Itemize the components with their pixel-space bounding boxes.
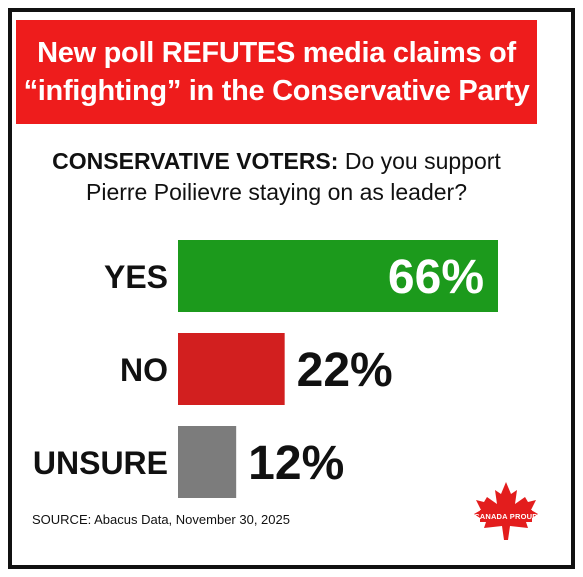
bar-no — [178, 333, 285, 405]
question-prefix: CONSERVATIVE VOTERS: — [52, 148, 339, 174]
value-label-unsure: 12% — [248, 437, 344, 490]
logo-text: CANADA PROUD — [474, 512, 538, 521]
category-label-unsure: UNSURE — [33, 445, 168, 481]
headline-line-2: “infighting” in the Conservative Party — [23, 75, 530, 107]
value-label-no: 22% — [297, 344, 393, 397]
headline-banner: New poll REFUTES media claims of “infigh… — [16, 20, 537, 124]
poll-question: CONSERVATIVE VOTERS: Do you support Pier… — [16, 146, 537, 208]
bar-unsure — [178, 426, 237, 498]
source-note: SOURCE: Abacus Data, November 30, 2025 — [32, 512, 290, 527]
category-label-no: NO — [120, 352, 168, 388]
value-label-yes: 66% — [388, 251, 484, 304]
question-line-2: Pierre Poilievre staying on as leader? — [86, 179, 467, 205]
category-label-yes: YES — [104, 259, 168, 295]
maple-leaf-icon — [474, 482, 538, 540]
bar-yes — [178, 240, 498, 312]
question-text: Do you support — [338, 148, 501, 174]
headline-line-1: New poll REFUTES media claims of — [37, 37, 516, 69]
